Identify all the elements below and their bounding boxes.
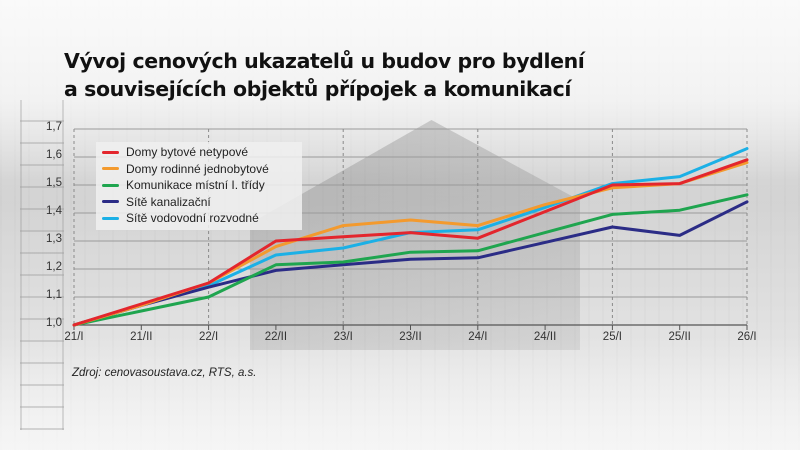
- y-tick-label: 1,7: [46, 121, 62, 133]
- background-scaffold: [20, 100, 64, 430]
- legend-item: Domy bytové netypové: [102, 144, 302, 161]
- legend-label: Sítě vodovodní rozvodné: [126, 211, 259, 226]
- series-lines: [72, 147, 749, 327]
- x-tick-label: 25/II: [668, 331, 691, 343]
- chart-legend: Domy bytové netypové Domy rodinné jednoby…: [96, 142, 302, 230]
- series-line: [72, 193, 749, 327]
- legend-swatch-icon: [102, 183, 119, 187]
- legend-item: Sítě kanalizační: [102, 194, 302, 211]
- legend-item: Domy rodinné jednobytové: [102, 161, 302, 178]
- y-tick-label: 1,5: [46, 177, 62, 189]
- legend-label: Domy rodinné jednobytové: [126, 161, 269, 176]
- x-tick-label: 23/II: [399, 331, 422, 343]
- chart-title: Vývoj cenových ukazatelů u budov pro byd…: [64, 47, 585, 103]
- legend-swatch-icon: [102, 150, 119, 154]
- y-tick-label: 1,0: [46, 317, 62, 329]
- legend-label: Komunikace místní I. třídy: [126, 178, 265, 193]
- legend-item: Sítě vodovodní rozvodné: [102, 210, 302, 227]
- x-tick-label: 21/II: [130, 331, 153, 343]
- y-tick-label: 1,2: [46, 261, 62, 273]
- legend-swatch-icon: [102, 200, 119, 204]
- legend-label: Sítě kanalizační: [126, 194, 211, 209]
- legend-item: Komunikace místní I. třídy: [102, 177, 302, 194]
- x-tick-label: 25/I: [602, 331, 622, 343]
- x-tick-label: 24/I: [468, 331, 488, 343]
- x-tick-label: 22/II: [264, 331, 288, 343]
- y-tick-label: 1,3: [46, 233, 62, 245]
- legend-label: Domy bytové netypové: [126, 145, 249, 160]
- x-tick-label: 22/I: [199, 331, 219, 343]
- legend-swatch-icon: [102, 167, 119, 171]
- y-tick-label: 1,6: [46, 149, 62, 161]
- x-tick-label: 23/I: [333, 331, 353, 343]
- x-tick-label: 21/I: [64, 331, 84, 343]
- x-tick-label: 26/I: [737, 331, 757, 343]
- chart-title-line-1: Vývoj cenových ukazatelů u budov pro byd…: [64, 49, 585, 73]
- series-line: [72, 200, 749, 327]
- legend-swatch-icon: [102, 216, 119, 220]
- y-tick-label: 1,1: [46, 289, 62, 301]
- chart-title-line-2: a souvisejících objektů přípojek a komun…: [64, 77, 571, 101]
- series-line: [72, 158, 749, 327]
- source-note: Zdroj: cenovasoustava.cz, RTS, a.s.: [72, 367, 257, 379]
- x-tick-label: 24/II: [533, 331, 557, 343]
- y-tick-label: 1,4: [46, 205, 62, 217]
